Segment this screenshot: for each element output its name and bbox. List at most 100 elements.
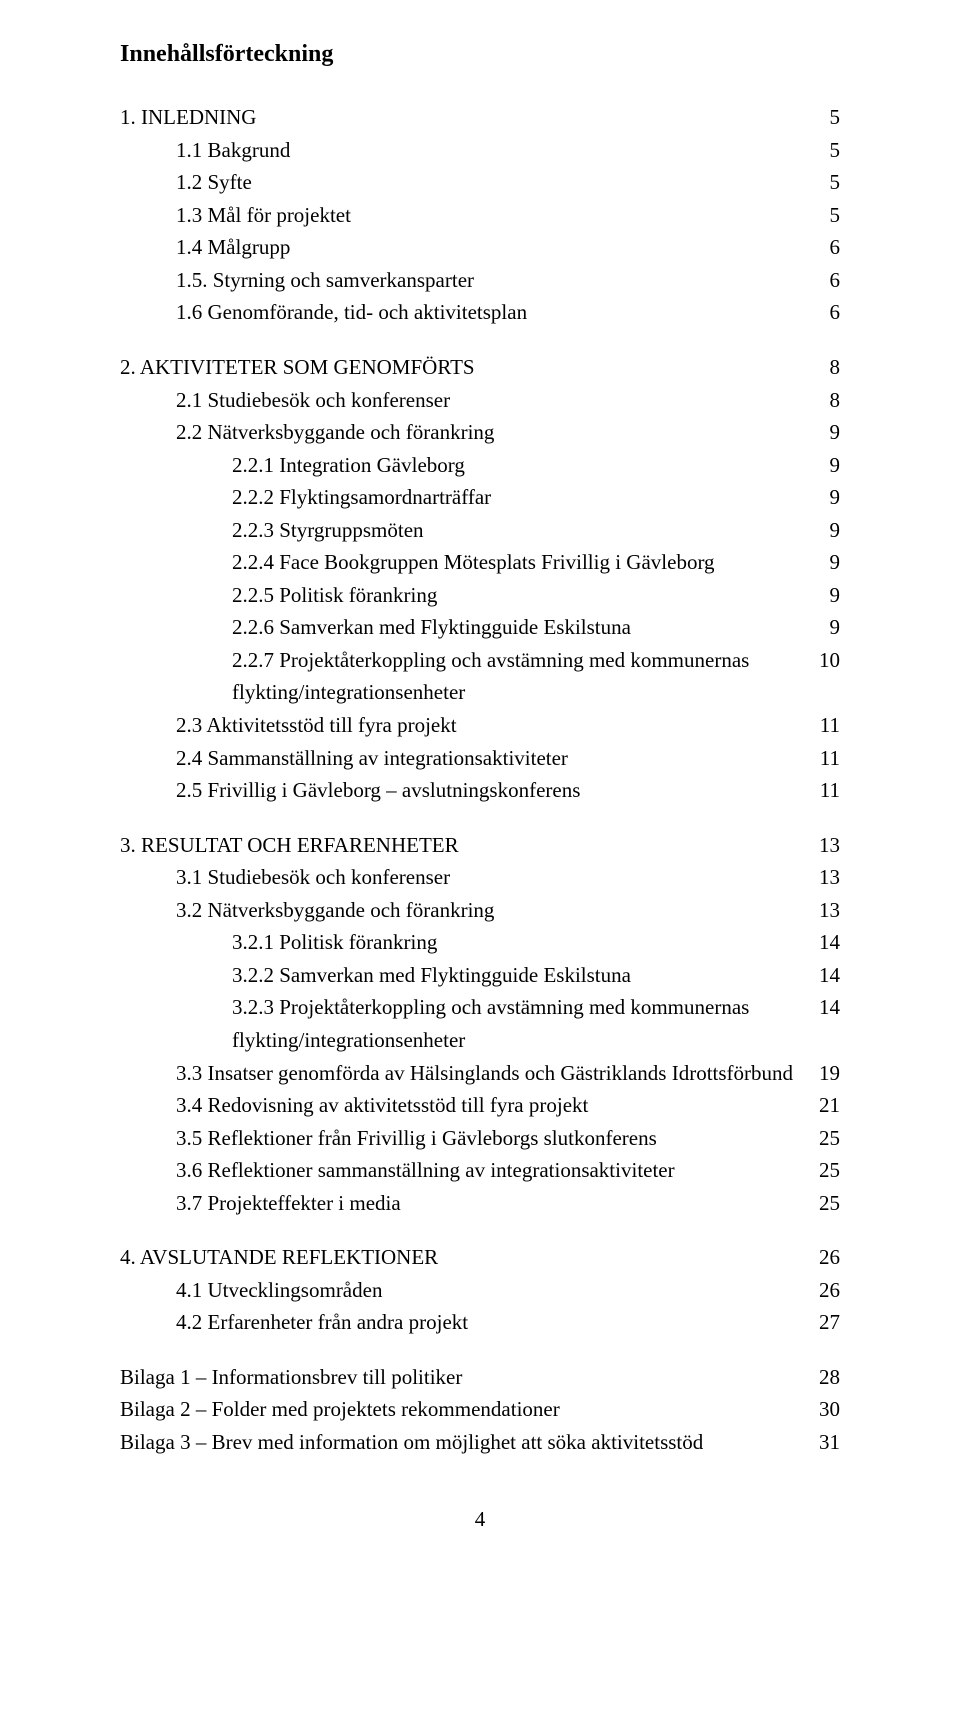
toc-entry-label: 2.2.5 Politisk förankring <box>232 579 812 612</box>
toc-entry-label: 1.5. Styrning och samverkansparter <box>176 264 812 297</box>
toc-entry-page: 31 <box>812 1426 840 1459</box>
toc-entry: 1.2 Syfte5 <box>120 166 840 199</box>
toc-entry-label: 2. AKTIVITETER SOM GENOMFÖRTS <box>120 351 812 384</box>
toc-entry-page: 19 <box>812 1057 840 1090</box>
toc-entry: 3.2.3 Projektåterkoppling och avstämning… <box>120 991 840 1056</box>
toc-entry-page: 26 <box>812 1274 840 1307</box>
toc-entry-page: 25 <box>812 1187 840 1220</box>
toc-entry: 1.1 Bakgrund5 <box>120 134 840 167</box>
toc-entry-label: 2.5 Frivillig i Gävleborg – avslutningsk… <box>176 774 812 807</box>
toc-entry: 4.1 Utvecklingsområden26 <box>120 1274 840 1307</box>
toc-entry-page: 26 <box>812 1241 840 1274</box>
toc-entry: 4.2 Erfarenheter från andra projekt27 <box>120 1306 840 1339</box>
toc-entry-page: 6 <box>812 296 840 329</box>
toc-entry-label: 4.1 Utvecklingsområden <box>176 1274 812 1307</box>
toc-entry-page: 5 <box>812 134 840 167</box>
toc-entry-label: 1.2 Syfte <box>176 166 812 199</box>
toc-entry-label: 2.2.4 Face Bookgruppen Mötesplats Frivil… <box>232 546 812 579</box>
section-gap <box>120 807 840 829</box>
toc-entry: 2.2.2 Flyktingsamordnarträffar9 <box>120 481 840 514</box>
toc-entry: 3.5 Reflektioner från Frivillig i Gävleb… <box>120 1122 840 1155</box>
toc-entry-label: 2.3 Aktivitetsstöd till fyra projekt <box>176 709 812 742</box>
toc-entry-label: 3.1 Studiebesök och konferenser <box>176 861 812 894</box>
toc-entry: 3.2.2 Samverkan med Flyktingguide Eskils… <box>120 959 840 992</box>
toc-entry-page: 14 <box>812 926 840 959</box>
toc-entry-label: Bilaga 3 – Brev med information om möjli… <box>120 1426 812 1459</box>
toc-entry-label: 2.2.1 Integration Gävleborg <box>232 449 812 482</box>
toc-entry-label: 3.6 Reflektioner sammanställning av inte… <box>176 1154 812 1187</box>
section-gap <box>120 1339 840 1361</box>
toc-entry-label: 1.1 Bakgrund <box>176 134 812 167</box>
toc-entry-page: 25 <box>812 1154 840 1187</box>
toc-entry-label: 2.2.6 Samverkan med Flyktingguide Eskils… <box>232 611 812 644</box>
toc-entry: Bilaga 3 – Brev med information om möjli… <box>120 1426 840 1459</box>
toc-entry: 3.6 Reflektioner sammanställning av inte… <box>120 1154 840 1187</box>
toc-entry-label: 2.2.7 Projektåterkoppling och avstämning… <box>232 644 812 709</box>
toc-title: Innehållsförteckning <box>120 36 840 73</box>
toc-entry-page: 28 <box>812 1361 840 1394</box>
toc-entry-page: 9 <box>812 579 840 612</box>
toc-entry-page: 14 <box>812 991 840 1024</box>
toc-entry: 1.5. Styrning och samverkansparter6 <box>120 264 840 297</box>
toc-entry: 2.1 Studiebesök och konferenser8 <box>120 384 840 417</box>
toc-entry: Bilaga 1 – Informationsbrev till politik… <box>120 1361 840 1394</box>
toc-entry: 2.2.4 Face Bookgruppen Mötesplats Frivil… <box>120 546 840 579</box>
toc-entry-page: 9 <box>812 611 840 644</box>
toc-entry-page: 11 <box>812 709 840 742</box>
toc-entry: 2.3 Aktivitetsstöd till fyra projekt11 <box>120 709 840 742</box>
toc-entry: 1.4 Målgrupp6 <box>120 231 840 264</box>
section-gap <box>120 329 840 351</box>
toc-entry: 2.2.1 Integration Gävleborg9 <box>120 449 840 482</box>
toc-entry: 2.2.3 Styrgruppsmöten9 <box>120 514 840 547</box>
toc-entry-page: 6 <box>812 264 840 297</box>
toc-entry-label: 1. INLEDNING <box>120 101 812 134</box>
toc-entry-page: 5 <box>812 166 840 199</box>
toc-entry-page: 14 <box>812 959 840 992</box>
toc-entry-page: 21 <box>812 1089 840 1122</box>
toc-entry: 2.4 Sammanställning av integrationsaktiv… <box>120 742 840 775</box>
toc-entry: 3. RESULTAT OCH ERFARENHETER13 <box>120 829 840 862</box>
toc-entry-page: 9 <box>812 481 840 514</box>
toc-entry-label: 1.3 Mål för projektet <box>176 199 812 232</box>
toc-entry-label: 3.2 Nätverksbyggande och förankring <box>176 894 812 927</box>
toc-entry: 1. INLEDNING5 <box>120 101 840 134</box>
toc-entry-label: 1.4 Målgrupp <box>176 231 812 264</box>
toc-entry-label: 3.4 Redovisning av aktivitetsstöd till f… <box>176 1089 812 1122</box>
toc-entry-label: 3.3 Insatser genomförda av Hälsinglands … <box>176 1057 812 1090</box>
toc-entry-label: 3.2.2 Samverkan med Flyktingguide Eskils… <box>232 959 812 992</box>
toc-entry: 2.2.6 Samverkan med Flyktingguide Eskils… <box>120 611 840 644</box>
toc-entry-label: 1.6 Genomförande, tid- och aktivitetspla… <box>176 296 812 329</box>
toc-entry-page: 9 <box>812 514 840 547</box>
page-number: 4 <box>120 1503 840 1536</box>
toc-entry-label: 2.2.2 Flyktingsamordnarträffar <box>232 481 812 514</box>
toc-entry-page: 5 <box>812 199 840 232</box>
toc-entry-page: 8 <box>812 384 840 417</box>
toc-entry: 2. AKTIVITETER SOM GENOMFÖRTS8 <box>120 351 840 384</box>
toc-entry-label: 2.2 Nätverksbyggande och förankring <box>176 416 812 449</box>
toc-entry-label: 3.2.3 Projektåterkoppling och avstämning… <box>232 991 812 1056</box>
toc-entry: 3.4 Redovisning av aktivitetsstöd till f… <box>120 1089 840 1122</box>
toc-entry-page: 6 <box>812 231 840 264</box>
toc-entry-page: 9 <box>812 546 840 579</box>
toc-entry: 2.5 Frivillig i Gävleborg – avslutningsk… <box>120 774 840 807</box>
toc-entry-label: 4.2 Erfarenheter från andra projekt <box>176 1306 812 1339</box>
toc-entry-label: 2.1 Studiebesök och konferenser <box>176 384 812 417</box>
toc-entry-label: 3.5 Reflektioner från Frivillig i Gävleb… <box>176 1122 812 1155</box>
toc-entry-page: 27 <box>812 1306 840 1339</box>
toc-entry-page: 8 <box>812 351 840 384</box>
section-gap <box>120 1219 840 1241</box>
toc-entry-page: 9 <box>812 416 840 449</box>
toc-entry-page: 13 <box>812 861 840 894</box>
toc-entry-page: 13 <box>812 829 840 862</box>
toc-entry: 1.6 Genomförande, tid- och aktivitetspla… <box>120 296 840 329</box>
toc-entry-label: Bilaga 2 – Folder med projektets rekomme… <box>120 1393 812 1426</box>
toc-list: 1. INLEDNING51.1 Bakgrund51.2 Syfte51.3 … <box>120 101 840 1458</box>
toc-entry-label: 4. AVSLUTANDE REFLEKTIONER <box>120 1241 812 1274</box>
toc-entry-label: 3.2.1 Politisk förankring <box>232 926 812 959</box>
toc-entry: 3.7 Projekteffekter i media25 <box>120 1187 840 1220</box>
toc-entry: 2.2.5 Politisk förankring9 <box>120 579 840 612</box>
toc-entry-page: 9 <box>812 449 840 482</box>
toc-entry: Bilaga 2 – Folder med projektets rekomme… <box>120 1393 840 1426</box>
toc-entry-page: 30 <box>812 1393 840 1426</box>
toc-entry: 3.2.1 Politisk förankring14 <box>120 926 840 959</box>
